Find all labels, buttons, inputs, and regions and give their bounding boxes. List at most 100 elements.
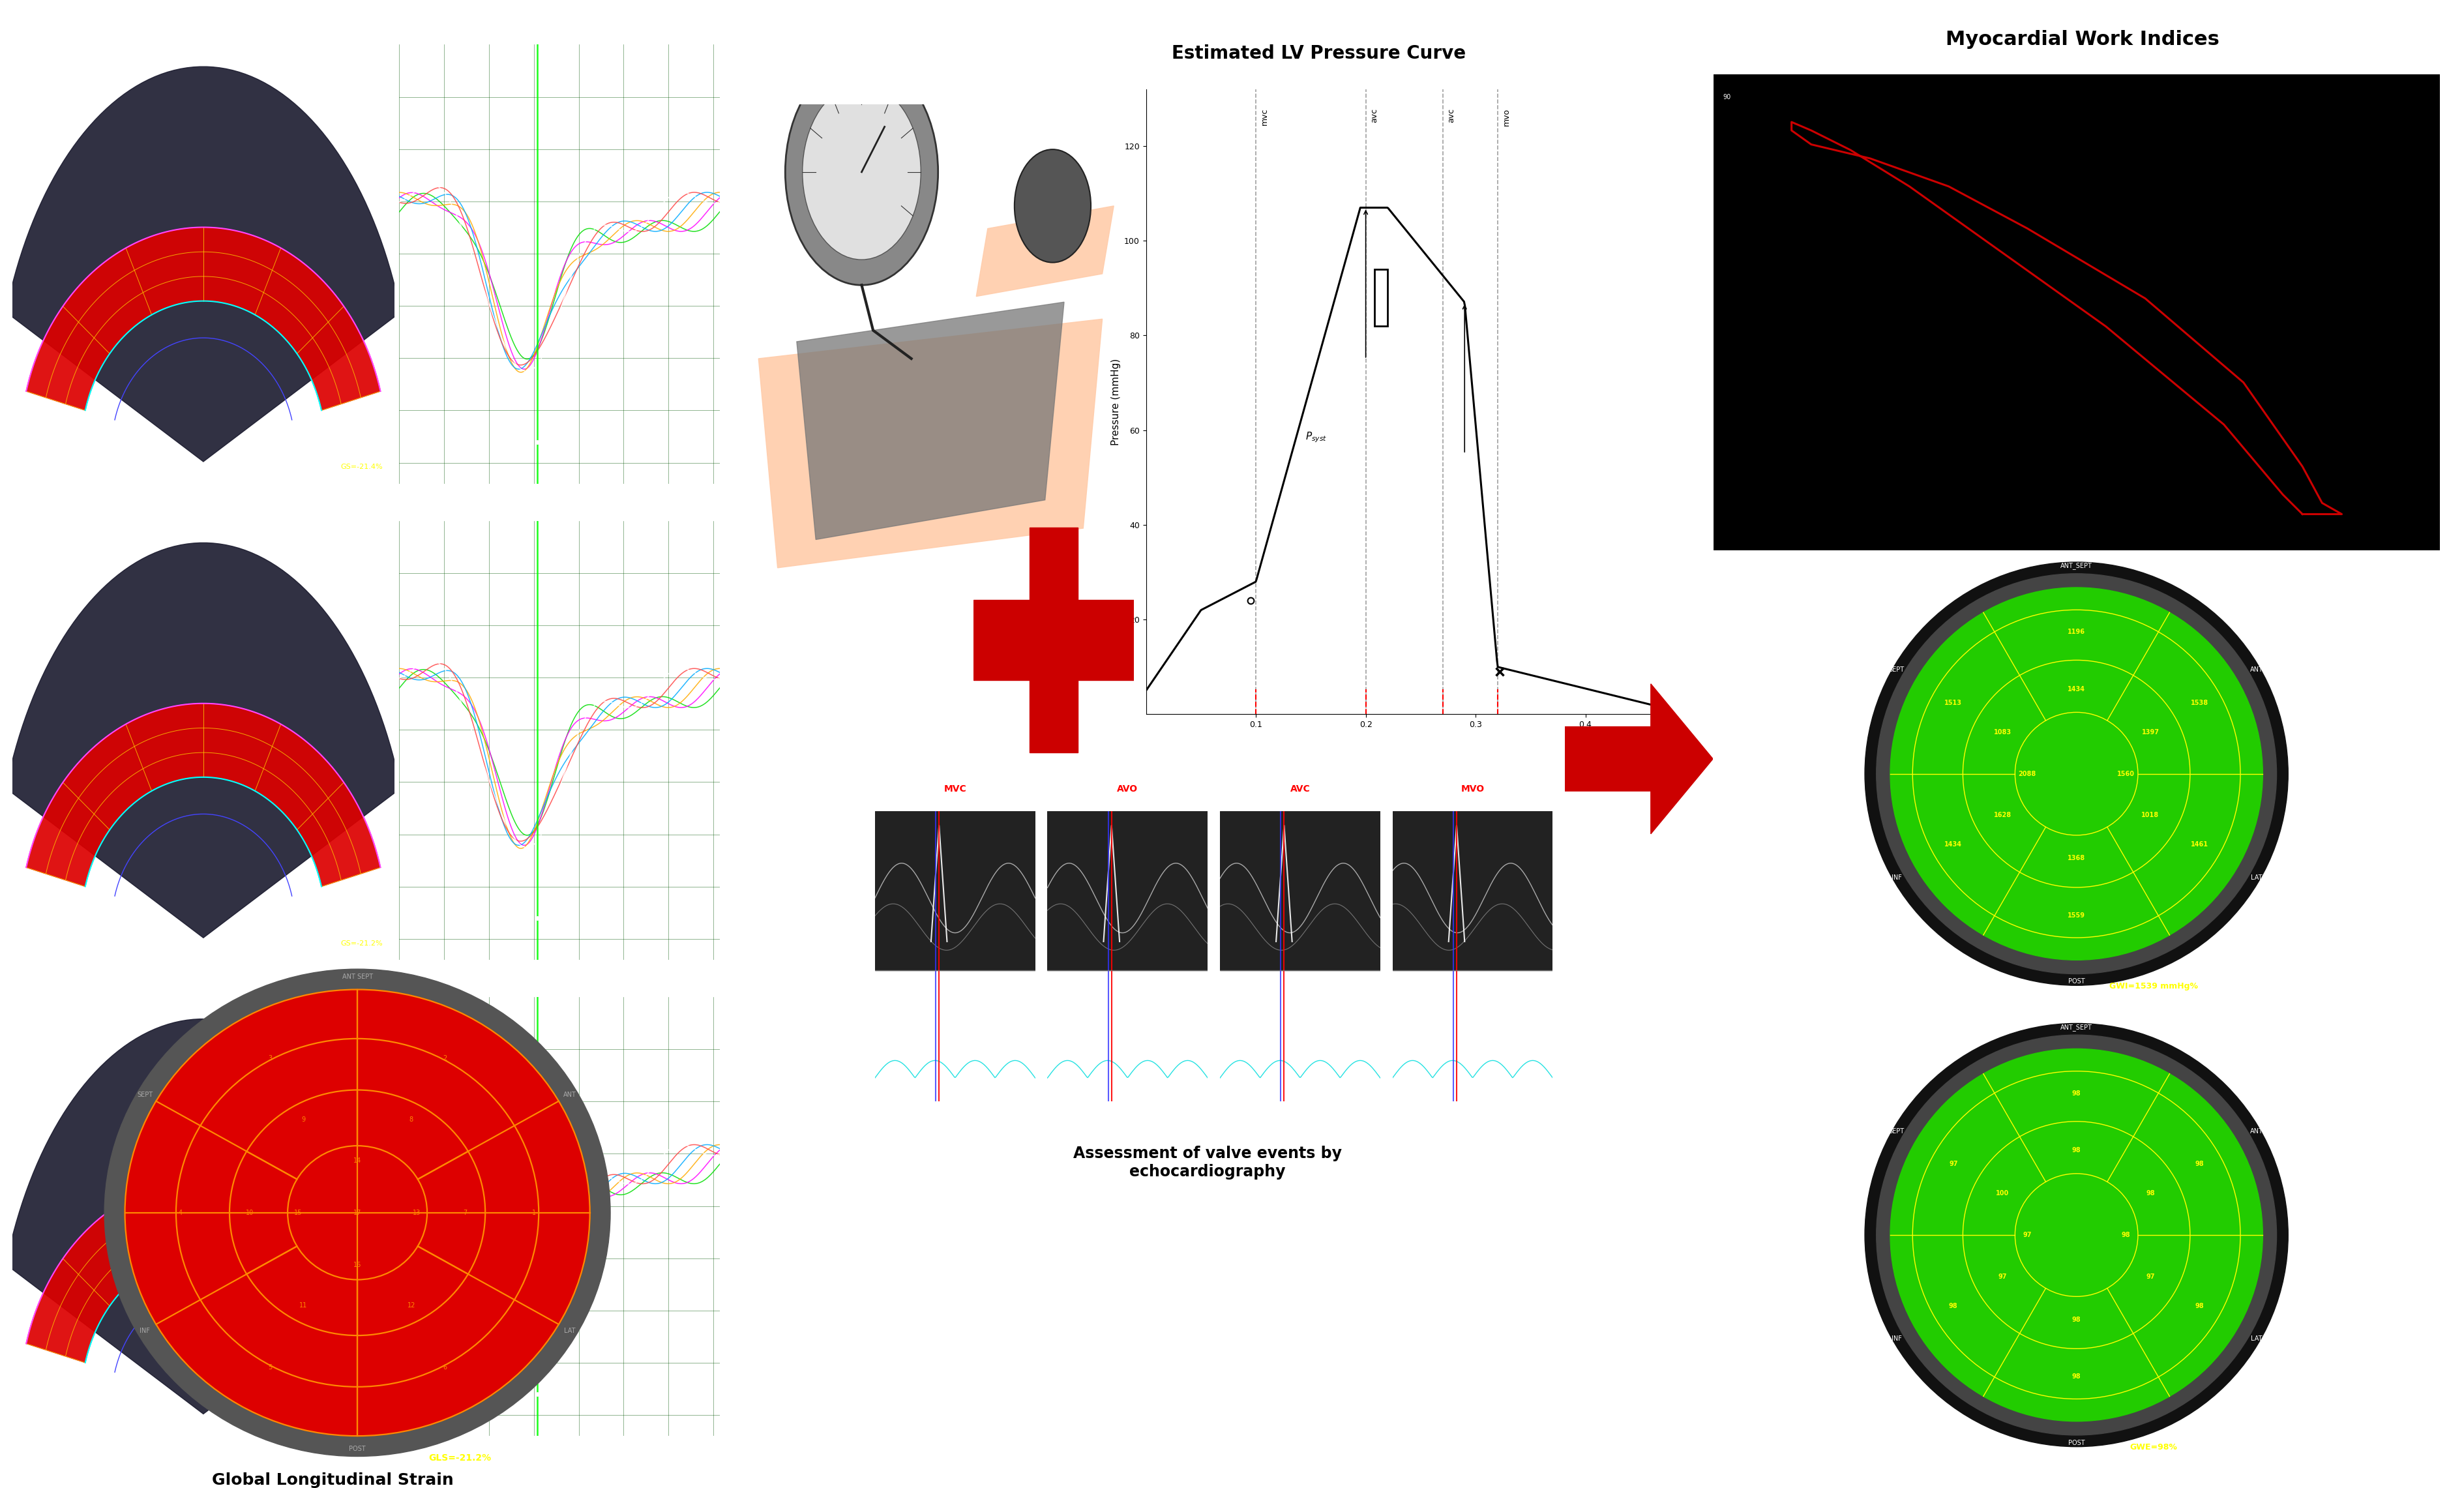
Polygon shape bbox=[5, 1019, 402, 1414]
Text: 1368: 1368 bbox=[2067, 856, 2085, 862]
Text: 98: 98 bbox=[2122, 1232, 2129, 1238]
Text: 7: 7 bbox=[463, 1210, 468, 1216]
Text: 1559: 1559 bbox=[2067, 912, 2085, 918]
Text: MVC: MVC bbox=[944, 784, 966, 793]
Text: mvc: mvc bbox=[1259, 109, 1269, 125]
Ellipse shape bbox=[1865, 1024, 2287, 1446]
Circle shape bbox=[803, 85, 922, 259]
Polygon shape bbox=[27, 1180, 379, 1363]
Text: $P_{syst}$: $P_{syst}$ bbox=[1306, 430, 1326, 443]
Text: ANT_SEPT: ANT_SEPT bbox=[2060, 1024, 2092, 1031]
Text: 2: 2 bbox=[444, 1055, 446, 1061]
Text: 98: 98 bbox=[2195, 1302, 2203, 1309]
Text: 1538: 1538 bbox=[2190, 699, 2208, 707]
Polygon shape bbox=[1220, 811, 1380, 970]
Text: 1434: 1434 bbox=[2067, 686, 2085, 692]
Text: Assessment of valve events by
echocardiography: Assessment of valve events by echocardio… bbox=[1074, 1146, 1340, 1180]
Text: GLS=-21.2%: GLS=-21.2% bbox=[429, 1454, 490, 1463]
Text: INF: INF bbox=[140, 1327, 150, 1335]
Text: 2 CH: 2 CH bbox=[25, 1010, 49, 1019]
Ellipse shape bbox=[1890, 588, 2262, 960]
Text: LAT: LAT bbox=[564, 1327, 577, 1335]
Text: 97: 97 bbox=[2023, 1232, 2030, 1238]
Text: GS=-21.4%: GS=-21.4% bbox=[340, 464, 382, 470]
Text: 15: 15 bbox=[293, 1210, 301, 1216]
Polygon shape bbox=[5, 67, 402, 461]
Text: POST: POST bbox=[2067, 1439, 2085, 1446]
Text: 1628: 1628 bbox=[1993, 812, 2011, 818]
Text: 3: 3 bbox=[269, 1055, 271, 1061]
Polygon shape bbox=[5, 543, 402, 937]
Ellipse shape bbox=[1890, 1049, 2262, 1421]
Text: GWE=98%: GWE=98% bbox=[2129, 1443, 2176, 1452]
Bar bbox=[1375, 269, 1387, 326]
Ellipse shape bbox=[1865, 562, 2287, 985]
Text: INF: INF bbox=[1890, 875, 1902, 881]
Text: 97: 97 bbox=[1998, 1274, 2006, 1280]
Text: 98: 98 bbox=[2072, 1091, 2080, 1097]
Text: 10: 10 bbox=[246, 1210, 254, 1216]
Text: 97: 97 bbox=[1949, 1161, 1956, 1168]
Text: 100: 100 bbox=[1996, 1190, 2008, 1196]
Text: 16: 16 bbox=[352, 1262, 362, 1268]
Text: 1461: 1461 bbox=[2190, 841, 2208, 848]
Text: 9: 9 bbox=[301, 1116, 306, 1123]
Text: ANT: ANT bbox=[2250, 1128, 2262, 1134]
Text: 12: 12 bbox=[407, 1302, 416, 1309]
Polygon shape bbox=[1047, 811, 1207, 970]
Polygon shape bbox=[1030, 527, 1077, 753]
Text: 1513: 1513 bbox=[1944, 699, 1961, 707]
Text: GWI=1539 mmHg%: GWI=1539 mmHg% bbox=[2109, 982, 2198, 991]
Text: 97: 97 bbox=[2146, 1274, 2154, 1280]
Text: Global Longitudinal Strain: Global Longitudinal Strain bbox=[212, 1472, 453, 1488]
Text: 98: 98 bbox=[2072, 1317, 2080, 1323]
Polygon shape bbox=[27, 228, 379, 411]
Y-axis label: Pressure (mmHg): Pressure (mmHg) bbox=[1111, 359, 1121, 445]
Text: 1560: 1560 bbox=[2117, 771, 2134, 777]
Text: 98: 98 bbox=[1949, 1302, 1956, 1309]
Text: POST: POST bbox=[350, 1446, 365, 1452]
Text: AVC: AVC bbox=[1289, 784, 1311, 793]
Text: 14: 14 bbox=[352, 1158, 362, 1164]
Text: AVO: AVO bbox=[1116, 784, 1138, 793]
Text: 11: 11 bbox=[298, 1302, 308, 1309]
Text: ANT: ANT bbox=[2250, 667, 2262, 673]
Text: 4 CH: 4 CH bbox=[25, 534, 49, 543]
Text: 6: 6 bbox=[444, 1364, 446, 1370]
Text: 4: 4 bbox=[180, 1210, 182, 1216]
Polygon shape bbox=[875, 811, 1035, 970]
Text: 1083: 1083 bbox=[1993, 729, 2011, 735]
Text: Myocardial Work Indices: Myocardial Work Indices bbox=[1944, 30, 2220, 49]
Text: 98: 98 bbox=[2072, 1147, 2080, 1153]
Text: LAT: LAT bbox=[2250, 1336, 2262, 1342]
Text: MVO: MVO bbox=[1461, 784, 1483, 793]
Text: 1397: 1397 bbox=[2141, 729, 2158, 735]
Ellipse shape bbox=[1875, 1036, 2277, 1434]
Polygon shape bbox=[27, 704, 379, 887]
Text: INF: INF bbox=[1890, 1336, 1902, 1342]
Text: ANT_SEPT: ANT_SEPT bbox=[2060, 562, 2092, 570]
Text: 1434: 1434 bbox=[1944, 841, 1961, 848]
Text: mvo: mvo bbox=[1501, 109, 1510, 126]
Polygon shape bbox=[759, 318, 1101, 568]
Text: Estimated LV Pressure Curve: Estimated LV Pressure Curve bbox=[1170, 45, 1466, 62]
Polygon shape bbox=[1392, 811, 1552, 970]
Text: 98: 98 bbox=[2195, 1161, 2203, 1168]
Text: 8: 8 bbox=[409, 1116, 414, 1123]
Text: 17: 17 bbox=[352, 1210, 362, 1216]
Polygon shape bbox=[1565, 684, 1712, 833]
Text: 1196: 1196 bbox=[2067, 629, 2085, 635]
Text: SEPT: SEPT bbox=[1887, 667, 1905, 673]
Text: 3 CH: 3 CH bbox=[25, 58, 49, 67]
Text: 1: 1 bbox=[532, 1210, 537, 1216]
Text: LAT: LAT bbox=[2250, 875, 2262, 881]
Text: ANT SEPT: ANT SEPT bbox=[342, 973, 372, 979]
Text: ANT: ANT bbox=[564, 1091, 577, 1098]
Text: 98: 98 bbox=[2072, 1373, 2080, 1379]
Circle shape bbox=[786, 60, 939, 286]
Text: POST: POST bbox=[2067, 978, 2085, 985]
Text: GS=-21.0%: GS=-21.0% bbox=[340, 1417, 382, 1423]
Text: SEPT: SEPT bbox=[1887, 1128, 1905, 1134]
Polygon shape bbox=[973, 600, 1133, 680]
Text: 1018: 1018 bbox=[2141, 812, 2158, 818]
